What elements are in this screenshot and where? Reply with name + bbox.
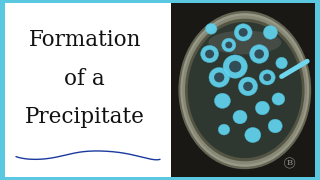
Ellipse shape	[263, 74, 271, 81]
Ellipse shape	[243, 82, 253, 91]
Ellipse shape	[209, 68, 229, 87]
Ellipse shape	[239, 28, 248, 37]
Ellipse shape	[245, 127, 261, 143]
Ellipse shape	[255, 101, 269, 115]
Ellipse shape	[268, 119, 282, 133]
Ellipse shape	[225, 42, 232, 48]
Ellipse shape	[233, 110, 247, 124]
Text: Formation: Formation	[28, 29, 141, 51]
Ellipse shape	[185, 19, 305, 161]
Ellipse shape	[272, 93, 285, 105]
Bar	[5, 3, 171, 177]
Ellipse shape	[218, 124, 230, 135]
Ellipse shape	[222, 38, 236, 52]
Ellipse shape	[208, 31, 281, 54]
Ellipse shape	[263, 26, 277, 39]
Ellipse shape	[223, 55, 247, 78]
Ellipse shape	[214, 93, 230, 108]
Ellipse shape	[205, 50, 214, 58]
Ellipse shape	[250, 45, 269, 63]
Ellipse shape	[179, 11, 311, 169]
Ellipse shape	[214, 72, 224, 82]
Text: of a: of a	[64, 68, 105, 90]
Bar	[171, 3, 315, 177]
Text: Precipitate: Precipitate	[25, 106, 145, 128]
Ellipse shape	[180, 13, 309, 167]
Ellipse shape	[234, 24, 252, 41]
Ellipse shape	[201, 45, 219, 63]
Ellipse shape	[182, 15, 307, 165]
Ellipse shape	[205, 23, 217, 34]
Ellipse shape	[229, 61, 241, 72]
Ellipse shape	[259, 70, 275, 85]
Ellipse shape	[238, 77, 258, 96]
Ellipse shape	[276, 57, 287, 69]
Ellipse shape	[254, 49, 264, 59]
Ellipse shape	[188, 22, 302, 158]
Text: B: B	[286, 159, 293, 167]
